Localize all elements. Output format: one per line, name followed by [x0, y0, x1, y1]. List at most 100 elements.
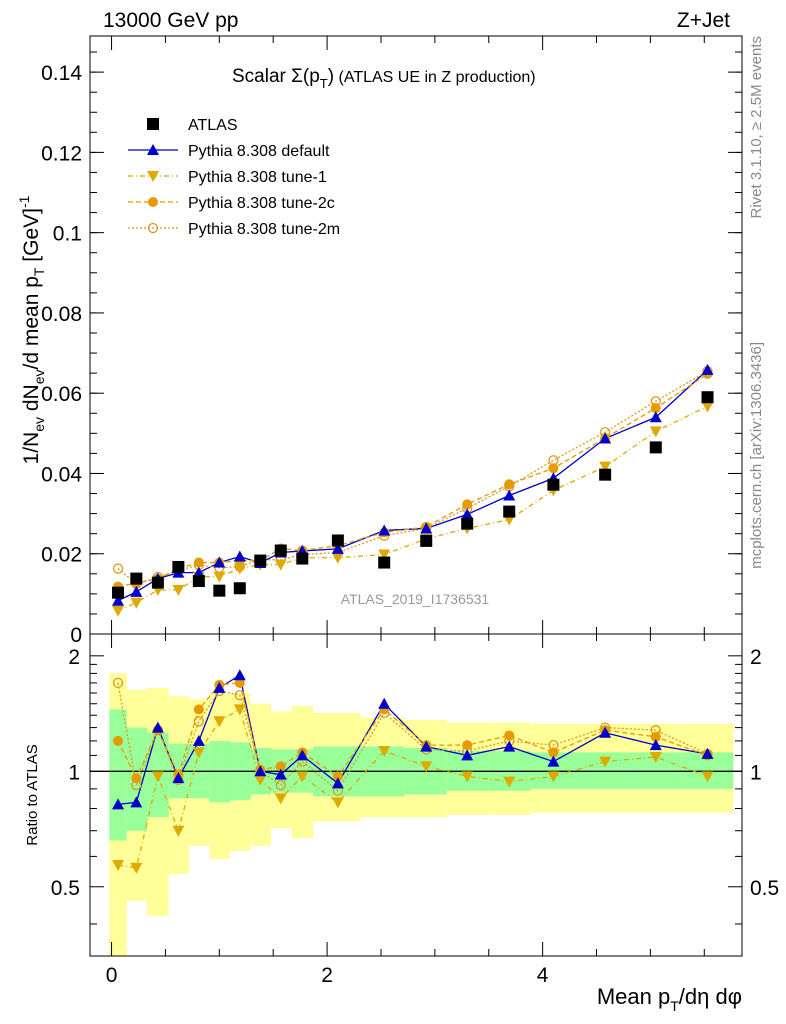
data-point	[649, 411, 662, 423]
data-point	[503, 505, 516, 518]
plot-title-part: )	[328, 66, 334, 87]
legend: ATLAS Pythia 8.308 default Pythia 8.308 tu…	[128, 117, 340, 238]
ratio-y-axis-label: Ratio to ATLAS	[24, 744, 41, 845]
ratio-point	[420, 761, 433, 773]
ratio-point	[151, 721, 164, 733]
data-point	[151, 576, 164, 589]
data-point	[331, 542, 344, 554]
ratio-point	[296, 749, 309, 761]
data-point	[112, 563, 124, 574]
rivet-label: Rivet 3.1.10, ≥ 2.5M events	[748, 36, 765, 219]
series-line	[117, 370, 708, 585]
data-point	[547, 478, 560, 491]
data-point	[112, 605, 125, 617]
x-tick-label: 4	[537, 964, 549, 987]
ratio-point	[233, 704, 246, 716]
y-axis-label-part: dN	[20, 384, 43, 417]
ratio-point	[275, 761, 286, 772]
data-point	[650, 403, 661, 414]
data-point	[378, 549, 391, 561]
data-point	[130, 572, 143, 585]
ratio-point	[461, 771, 474, 783]
ratio-point	[254, 774, 267, 786]
y-tick-label: 0.04	[41, 463, 82, 486]
x-axis-label-part: /dη dφ	[679, 984, 742, 1009]
ratio-point	[296, 771, 309, 783]
plot-title-part: Σ(p	[291, 66, 320, 87]
data-point	[193, 557, 204, 568]
data-point	[701, 401, 714, 413]
y-tick-label: 0.02	[41, 544, 82, 567]
ratio-point	[650, 731, 661, 742]
ratio-point	[420, 740, 433, 752]
y-tick-label: 0.14	[41, 62, 82, 85]
data-point	[296, 552, 309, 565]
plot-title: Scalar Σ(pT) (ATLAS UE in Z production)	[232, 66, 536, 91]
ratio-point	[274, 793, 287, 805]
ratio-point	[649, 739, 662, 751]
ratio-point	[130, 862, 143, 874]
ratio-point	[331, 797, 344, 809]
plot-title-sub: T	[320, 76, 328, 91]
legend-label: Pythia 8.308 tune-2c	[188, 195, 335, 212]
header-left: 13000 GeV pp	[103, 9, 238, 32]
ratio-point	[274, 768, 287, 780]
data-point	[233, 582, 246, 595]
ratio-point	[172, 772, 185, 784]
ratio-point	[378, 697, 391, 709]
ratio-data-marks	[112, 669, 714, 874]
ratio-point	[113, 735, 124, 746]
legend-marker	[147, 118, 159, 130]
y-tick-label: 0.12	[41, 142, 82, 165]
x-axis-label-sub: T	[670, 998, 679, 1014]
data-point	[599, 468, 612, 481]
data-point	[233, 550, 246, 562]
ratio-point	[461, 749, 474, 761]
ratio-point	[151, 771, 164, 783]
y-axis-label-sub: ev	[31, 417, 47, 432]
data-point	[378, 556, 391, 569]
data-point	[701, 391, 714, 404]
data-point	[130, 585, 143, 597]
legend-label: ATLAS	[188, 117, 238, 134]
ratio-point	[503, 740, 516, 752]
ratio-point	[234, 689, 245, 701]
ratio-y-tick-label: 0.5	[750, 877, 779, 900]
data-point	[599, 432, 612, 444]
ratio-axis-ticks: 0.5 0.5 1 1 2 2 0 2 4	[51, 634, 779, 987]
data-point	[420, 534, 433, 547]
data-point	[649, 441, 662, 454]
data-point	[233, 563, 246, 575]
legend-marker	[148, 197, 158, 207]
ratio-point	[599, 756, 612, 768]
ratio-point	[112, 798, 125, 810]
ratio-point	[193, 716, 204, 727]
y-tick-label: 0.1	[53, 223, 82, 246]
data-point	[112, 586, 125, 599]
ratio-point	[701, 771, 714, 783]
ratio-point	[213, 681, 226, 693]
data-point	[378, 524, 391, 536]
main-data-marks	[112, 363, 714, 617]
inner-band	[634, 752, 683, 789]
x-tick-label: 0	[106, 964, 118, 987]
ratio-point	[332, 771, 343, 782]
ratio-point	[234, 677, 245, 688]
y-axis-label-sup: -1	[16, 195, 32, 208]
ratio-y-tick-label: 0.5	[51, 877, 80, 900]
y-axis-label-sub: ev	[31, 369, 47, 384]
plot-title-part: (ATLAS UE in Z production)	[334, 69, 536, 86]
ratio-y-tick-label: 2	[750, 646, 762, 669]
y-tick-label: 0	[70, 624, 82, 647]
ratio-point	[649, 751, 662, 763]
data-point	[504, 479, 515, 490]
data-point	[274, 544, 287, 557]
x-axis-label: Mean pT/dη dφ	[597, 984, 742, 1014]
ratio-point	[192, 734, 205, 746]
y-axis-label-part: 1/N	[20, 432, 43, 465]
data-point	[331, 552, 344, 564]
data-point	[172, 560, 185, 573]
data-point	[192, 575, 205, 588]
ratio-point	[130, 796, 143, 808]
